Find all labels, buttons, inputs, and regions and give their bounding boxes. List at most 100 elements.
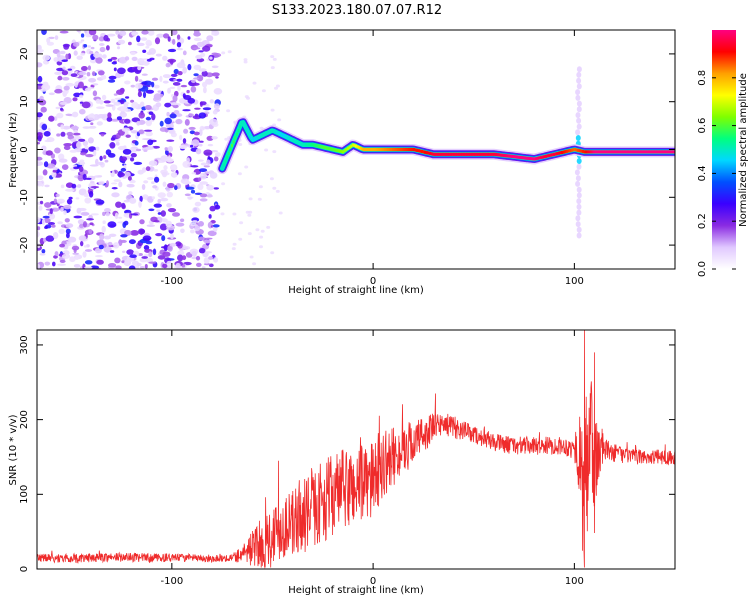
noise-blob xyxy=(89,50,94,55)
ridge-segment xyxy=(574,148,576,152)
ridge-segment xyxy=(274,130,277,134)
noise-blob xyxy=(96,259,104,265)
noise-blob xyxy=(197,183,204,190)
noise-blob xyxy=(152,248,157,256)
noise-blob xyxy=(120,156,128,162)
ridge-segment xyxy=(525,156,528,160)
noise-blob xyxy=(187,36,191,40)
streak-blob xyxy=(576,83,582,90)
noise-blob xyxy=(157,90,162,93)
noise-blob xyxy=(118,216,123,219)
noise-blob xyxy=(176,34,181,40)
noise-blob xyxy=(111,61,118,65)
noise-blob xyxy=(130,99,135,103)
noise-blob xyxy=(37,230,40,238)
ridge-segment xyxy=(520,156,523,160)
ridge-segment xyxy=(269,129,272,133)
noise-blob xyxy=(111,192,120,198)
noise-blob xyxy=(123,107,128,112)
noise-blob xyxy=(113,101,121,106)
streak-blob xyxy=(576,71,582,78)
ridge-segment xyxy=(430,152,433,156)
noise-blob xyxy=(130,157,135,162)
ridge-segment xyxy=(322,145,325,149)
streak-blob xyxy=(576,100,582,107)
noise-blob xyxy=(211,65,219,69)
faint-blob xyxy=(226,109,231,113)
noise-blob xyxy=(41,30,47,35)
ridge-segment xyxy=(385,147,388,152)
noise-blob xyxy=(143,149,148,152)
noise-blob xyxy=(37,156,43,161)
noise-blob xyxy=(143,245,150,251)
noise-blob xyxy=(148,111,154,115)
noise-blob xyxy=(114,212,119,219)
faint-blob xyxy=(275,189,280,193)
noise-blob xyxy=(117,46,120,50)
noise-blob xyxy=(214,204,221,210)
noise-blob xyxy=(187,196,193,200)
ridge-segment xyxy=(377,147,380,152)
noise-blob xyxy=(72,252,80,255)
noise-blob xyxy=(65,228,71,234)
noise-blob xyxy=(120,110,125,114)
noise-blob xyxy=(63,97,72,104)
noise-blob xyxy=(144,264,148,269)
noise-blob xyxy=(70,125,79,130)
noise-blob xyxy=(160,197,169,202)
noise-blob xyxy=(119,99,125,105)
noise-blob xyxy=(37,135,42,142)
noise-blob xyxy=(59,259,66,263)
noise-blob xyxy=(170,233,174,240)
noise-blob xyxy=(172,38,176,45)
noise-blob xyxy=(102,211,106,216)
ridge-segment xyxy=(611,150,613,154)
noise-blob xyxy=(98,36,105,42)
noise-blob xyxy=(139,266,145,269)
noise-blob xyxy=(145,89,154,94)
noise-blob xyxy=(97,175,103,178)
noise-blob xyxy=(146,177,154,180)
noise-blob xyxy=(73,92,81,98)
noise-blob xyxy=(179,98,186,104)
noise-blob xyxy=(88,191,94,198)
ridge-segment xyxy=(541,155,544,159)
noise-blob xyxy=(129,212,133,219)
noise-blob xyxy=(145,119,152,127)
ridge-segment xyxy=(572,148,575,152)
ridge-segment xyxy=(250,136,253,140)
ridge-segment xyxy=(485,152,488,156)
noise-blob xyxy=(80,52,86,56)
ridge-segment xyxy=(380,147,383,152)
faint-blob xyxy=(261,89,266,93)
ridge-segment xyxy=(285,135,288,139)
noise-blob xyxy=(99,43,105,46)
ridge-segment xyxy=(464,152,467,156)
noise-blob xyxy=(48,36,55,40)
ridge-segment xyxy=(619,150,622,154)
ridge-segment xyxy=(303,143,306,147)
ridge-segment xyxy=(673,150,675,154)
ridge-segment xyxy=(512,155,515,159)
faint-blob xyxy=(260,229,265,233)
noise-blob xyxy=(46,37,51,44)
noise-blob xyxy=(73,215,83,219)
ridge-segment xyxy=(662,150,665,154)
noise-blob xyxy=(90,181,95,184)
noise-blob xyxy=(137,91,142,98)
noise-blob xyxy=(213,103,220,110)
faint-blob xyxy=(232,242,237,246)
noise-blob xyxy=(155,102,162,108)
noise-blob xyxy=(54,71,62,76)
noise-blob xyxy=(131,56,138,62)
noise-blob xyxy=(165,62,171,68)
noise-blob xyxy=(148,208,155,212)
noise-blob xyxy=(202,107,212,111)
noise-blob xyxy=(42,169,48,176)
ridge-segment xyxy=(491,152,494,156)
noise-blob xyxy=(86,72,91,77)
noise-blob xyxy=(164,102,172,108)
noise-blob xyxy=(94,247,102,254)
noise-blob xyxy=(107,241,113,246)
noise-blob xyxy=(145,39,152,47)
